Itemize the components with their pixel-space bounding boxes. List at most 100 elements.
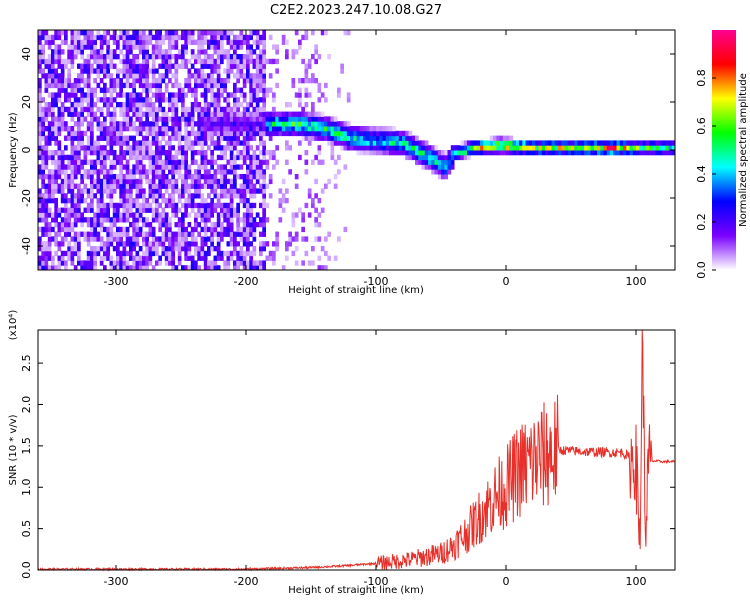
heatmap-cell xyxy=(463,150,468,156)
heatmap-cell xyxy=(38,202,42,209)
heatmap-cell xyxy=(171,164,175,170)
heatmap-cell xyxy=(190,102,195,108)
heatmap-cell xyxy=(112,265,117,271)
heatmap-cell xyxy=(294,246,299,252)
heatmap-cell xyxy=(70,202,75,209)
heatmap-cell xyxy=(103,121,107,127)
heatmap-cell xyxy=(38,265,42,271)
heatmap-cell xyxy=(129,265,133,271)
heatmap-cell xyxy=(132,222,136,228)
heatmap-cell xyxy=(262,174,266,180)
heatmap-cell xyxy=(415,135,419,141)
heatmap-cell xyxy=(564,140,569,146)
heatmap-cell xyxy=(301,212,305,218)
heatmap-cell xyxy=(174,164,179,170)
heatmap-cell xyxy=(194,73,198,79)
heatmap-cell xyxy=(148,169,153,175)
heatmap-cell xyxy=(96,212,101,218)
heatmap-cell xyxy=(174,265,179,271)
heatmap-cell xyxy=(298,140,302,146)
heatmap-cell xyxy=(138,49,143,55)
heatmap-cell xyxy=(77,183,81,189)
heatmap-cell xyxy=(57,97,62,103)
heatmap-cell xyxy=(629,150,634,156)
heatmap-cell xyxy=(181,226,185,233)
heatmap-cell xyxy=(90,140,94,146)
heatmap-cell xyxy=(184,116,188,122)
heatmap-cell xyxy=(200,164,205,170)
heatmap-cell xyxy=(379,145,383,151)
heatmap-cell xyxy=(259,49,263,55)
heatmap-cell xyxy=(73,169,78,175)
heatmap-cell xyxy=(116,92,120,98)
heatmap-cell xyxy=(86,73,91,79)
heatmap-cell xyxy=(132,226,136,233)
heatmap-cell xyxy=(574,145,578,151)
heatmap-cell xyxy=(197,111,201,117)
heatmap-cell xyxy=(252,39,257,45)
heatmap-cell xyxy=(220,145,224,151)
heatmap-cell xyxy=(359,135,364,141)
heatmap-cell xyxy=(220,116,224,122)
heatmap-cell xyxy=(207,73,211,79)
heatmap-cell xyxy=(447,154,452,161)
heatmap-cell xyxy=(522,150,526,156)
heatmap-cell xyxy=(246,121,250,127)
heatmap-cell xyxy=(60,198,65,204)
heatmap-cell xyxy=(116,126,120,132)
heatmap-cell xyxy=(148,159,153,165)
heatmap-cell xyxy=(80,73,84,79)
heatmap-cell xyxy=(213,30,218,36)
heatmap-cell xyxy=(158,222,162,228)
heatmap-cell xyxy=(151,178,156,185)
heatmap-cell xyxy=(671,140,676,146)
heatmap-cell xyxy=(278,116,283,122)
heatmap-cell xyxy=(226,241,231,247)
heatmap-cell xyxy=(603,145,608,151)
heatmap-cell xyxy=(174,73,179,79)
heatmap-cell xyxy=(236,226,240,233)
heatmap-cell xyxy=(73,82,78,89)
heatmap-cell xyxy=(226,202,231,209)
heatmap-cell xyxy=(38,126,42,132)
heatmap-cell xyxy=(132,102,136,108)
heatmap-cell xyxy=(155,126,159,132)
heatmap-cell xyxy=(252,87,257,93)
heatmap-cell xyxy=(38,145,42,151)
heatmap-cell xyxy=(392,135,396,141)
heatmap-cell xyxy=(106,150,110,156)
heatmap-cell xyxy=(275,231,279,237)
heatmap-cell xyxy=(181,188,185,194)
heatmap-cell xyxy=(181,150,185,156)
heatmap-cell xyxy=(161,169,166,175)
heatmap-cell xyxy=(60,49,65,55)
heatmap-cell xyxy=(294,111,299,117)
heatmap-cell xyxy=(73,174,78,180)
heatmap-cell xyxy=(80,44,84,50)
heatmap-cell xyxy=(122,102,127,108)
heatmap-cell xyxy=(216,241,221,247)
heatmap-cell xyxy=(177,63,182,69)
heatmap-cell xyxy=(239,231,244,237)
heatmap-cell xyxy=(220,82,224,89)
heatmap-cell xyxy=(632,150,637,156)
heatmap-cell xyxy=(119,236,123,242)
heatmap-cell xyxy=(304,121,309,127)
heatmap-cell xyxy=(47,241,52,247)
heatmap-cell xyxy=(398,135,403,141)
heatmap-cell xyxy=(571,145,575,151)
heatmap-cell xyxy=(80,212,84,218)
heatmap-cell xyxy=(392,140,396,146)
heatmap-cell xyxy=(96,30,101,36)
heatmap-cell xyxy=(77,207,81,213)
heatmap-cell xyxy=(83,174,88,180)
heatmap-cell xyxy=(109,150,114,156)
heatmap-cell xyxy=(356,126,361,132)
heatmap-cell xyxy=(190,198,195,204)
heatmap-cell xyxy=(184,30,188,36)
heatmap-cell xyxy=(168,202,172,209)
heatmap-cell xyxy=(249,212,253,218)
heatmap-cell xyxy=(138,150,143,156)
heatmap-cell xyxy=(558,150,562,156)
heatmap-cell xyxy=(161,130,166,137)
